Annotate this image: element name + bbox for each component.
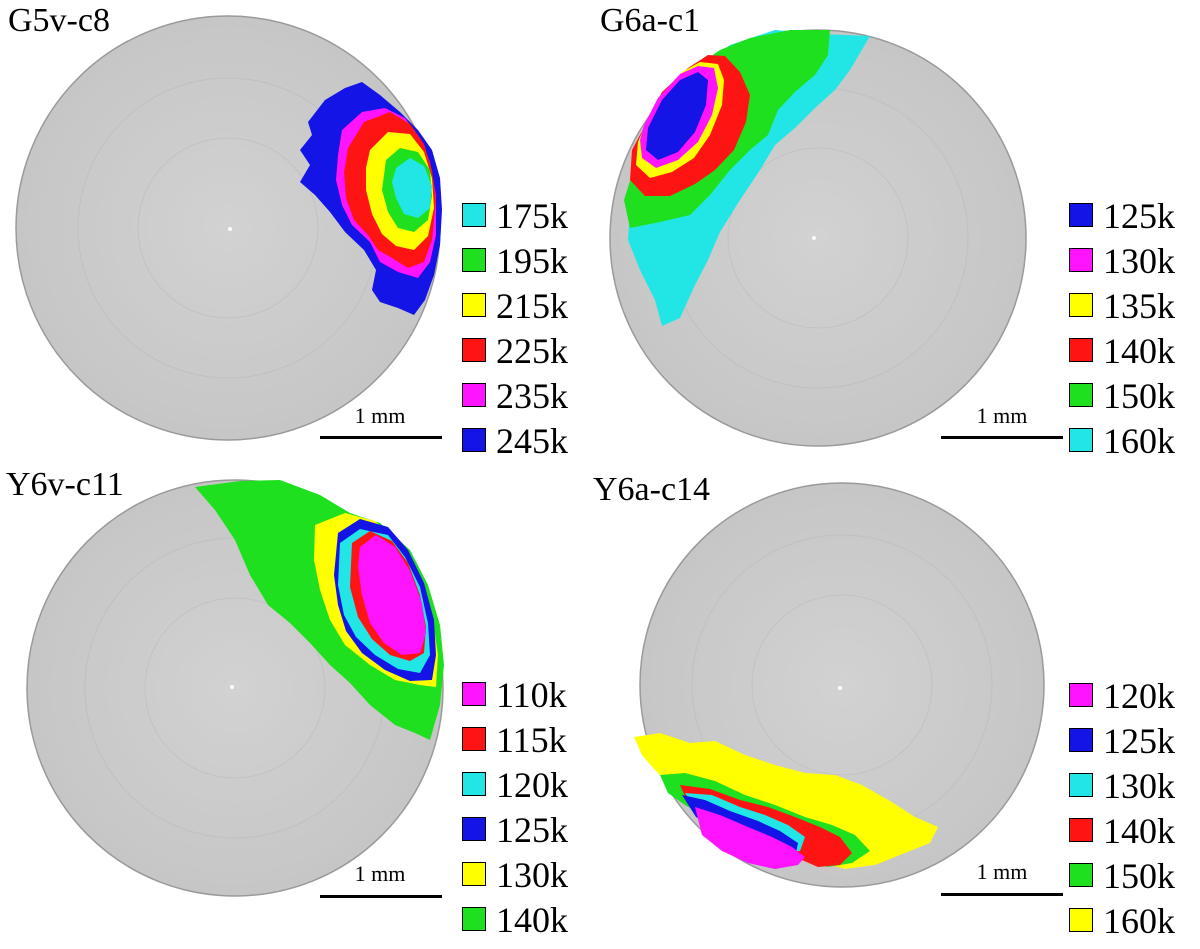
panel-g6a-c1: G6a-c1 125k 130k <box>600 0 1200 461</box>
legend-label: 160k <box>1103 901 1175 941</box>
panel-title: G6a-c1 <box>600 2 701 39</box>
legend-swatch <box>462 907 486 931</box>
legend-swatch <box>462 383 486 407</box>
legend-swatch <box>1069 248 1093 272</box>
legend-swatch <box>462 727 486 751</box>
fracture-surface-image <box>634 482 1045 888</box>
legend-label: 140k <box>1103 811 1175 851</box>
legend-label: 130k <box>496 855 568 895</box>
legend-swatch <box>1069 203 1093 227</box>
scale-bar <box>941 436 1063 439</box>
panel-title: Y6a-c14 <box>593 471 711 508</box>
region-110k <box>358 535 426 655</box>
legend-label: 120k <box>1103 676 1175 716</box>
legend-swatch <box>462 772 486 796</box>
crack-front-regions <box>195 480 444 740</box>
legend-label: 150k <box>1103 856 1175 896</box>
legend-label: 130k <box>1103 766 1175 806</box>
region-160k <box>634 733 938 869</box>
legend-swatch <box>1069 428 1093 452</box>
fracture-surface-image <box>15 15 442 441</box>
legend-label: 135k <box>1103 286 1175 326</box>
legend-label: 150k <box>1103 376 1175 416</box>
legend-label: 175k <box>496 196 568 236</box>
legend-swatch <box>462 293 486 317</box>
legend-label: 215k <box>496 286 568 326</box>
legend-label: 195k <box>496 241 568 281</box>
legend-swatch <box>462 817 486 841</box>
legend-swatch <box>1069 863 1093 887</box>
legend-label: 160k <box>1103 421 1175 461</box>
legend-swatch <box>1069 293 1093 317</box>
scale-bar-label: 1 mm <box>976 403 1028 428</box>
legend-swatch <box>1069 908 1093 932</box>
scale-bar <box>320 895 442 898</box>
fracture-surface-image <box>26 479 444 897</box>
legend-label: 225k <box>496 331 568 371</box>
panel-title: Y6v-c11 <box>6 466 124 503</box>
panel-y6a-c14: Y6a-c14 120k 125k <box>593 455 1200 940</box>
crack-front-regions <box>624 30 870 326</box>
legend-label: 140k <box>1103 331 1175 371</box>
legend-label: 245k <box>496 421 568 461</box>
legend-swatch <box>462 682 486 706</box>
crack-front-regions <box>634 733 938 869</box>
legend-swatch <box>1069 818 1093 842</box>
region-125k <box>646 72 708 160</box>
legend-swatch <box>462 338 486 362</box>
region-120k <box>695 807 805 869</box>
legend-swatch <box>462 203 486 227</box>
panel-title: G5v-c8 <box>8 2 110 39</box>
legend-swatch <box>462 248 486 272</box>
legend-swatch <box>1069 728 1093 752</box>
legend-label: 115k <box>496 720 567 760</box>
legend-label: 235k <box>496 376 568 416</box>
legend-swatch <box>462 428 486 452</box>
scale-bar <box>941 893 1063 896</box>
legend-swatch <box>1069 338 1093 362</box>
panel-g5v-c8: G5v-c8 175k 195k <box>0 0 600 461</box>
legend-label: 125k <box>1103 196 1175 236</box>
legend-swatch <box>1069 383 1093 407</box>
region-175k <box>392 158 432 218</box>
scale-bar-label: 1 mm <box>354 403 406 428</box>
legend-label: 125k <box>1103 721 1175 761</box>
panel-y6v-c11: Y6v-c11 110k 115k <box>0 455 600 939</box>
legend-swatch <box>462 862 486 886</box>
legend-label: 120k <box>496 765 568 805</box>
legend-label: 110k <box>496 675 567 715</box>
crack-front-regions <box>300 82 442 315</box>
legend-swatch <box>1069 773 1093 797</box>
scale-bar <box>320 436 442 439</box>
scale-bar-label: 1 mm <box>354 861 406 886</box>
legend-label: 125k <box>496 810 568 850</box>
fracture-surface-image <box>609 29 1027 447</box>
scale-bar-label: 1 mm <box>976 859 1028 884</box>
legend-label: 130k <box>1103 241 1175 281</box>
legend-label: 140k <box>496 900 568 940</box>
legend-swatch <box>1069 683 1093 707</box>
